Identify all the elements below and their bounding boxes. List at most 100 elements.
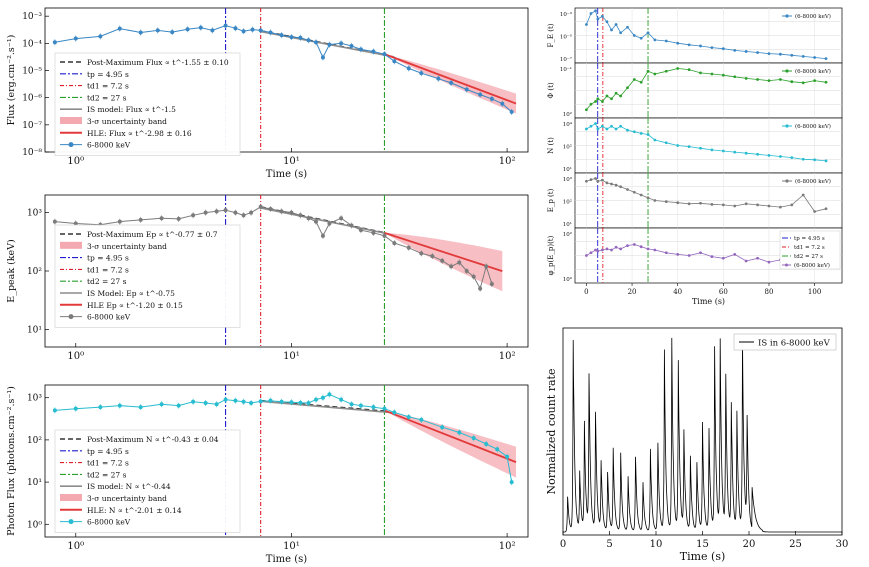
subplot-data-point: [778, 205, 782, 209]
legend-swatch-marker: [68, 519, 74, 525]
subplot-data-point: [614, 127, 618, 131]
x-tick-label: 0: [560, 539, 566, 550]
subplot-data-point: [664, 200, 668, 204]
subplot-data-point: [664, 69, 668, 73]
subplot-data-point: [610, 182, 613, 186]
x-tick-label: 10: [650, 539, 663, 550]
subplot-data-point: [676, 201, 680, 205]
subplot-data-point: [756, 256, 759, 260]
data-point: [449, 264, 454, 269]
subplot-data-point: [801, 193, 805, 197]
subplot-data-point: [733, 75, 737, 79]
subplot-data-point: [626, 128, 629, 132]
y-axis-label: Φ (t): [547, 82, 555, 99]
data-point: [191, 213, 196, 218]
data-point: [258, 204, 263, 209]
subplot-data-point: [699, 201, 702, 205]
subplot-data-point: [801, 81, 805, 85]
data-point: [430, 254, 435, 259]
legend-label: (6-8000 keV): [794, 262, 830, 269]
y-tick-label: 10⁻⁷: [560, 56, 573, 63]
x-tick-label: 0: [584, 288, 588, 296]
subplot-data-point: [600, 178, 604, 182]
legend-label: 3-σ uncertainty band: [87, 117, 167, 126]
subpanel-3: 10³ 10² 10¹ E_p (t) (6-8000 keV): [547, 172, 843, 229]
hle-fit-line: [384, 409, 517, 463]
y-tick-label: 10³: [563, 176, 572, 183]
legend-swatch-marker: [785, 263, 788, 267]
y-tick-label: 10²: [27, 436, 42, 446]
legend-swatch-band: [60, 494, 82, 501]
legend-label: (6-8000 keV): [795, 68, 831, 75]
subplot-data-point: [646, 196, 650, 200]
subplot-data-point: [610, 97, 613, 101]
subplot-data-point: [710, 255, 714, 258]
data-point: [159, 402, 164, 407]
subplot-data-point: [632, 78, 636, 81]
subplot-data-point: [676, 253, 680, 256]
data-point: [223, 397, 228, 402]
legend-label: 6-8000 keV: [87, 313, 131, 322]
subplot-data-point: [626, 86, 629, 90]
data-point: [436, 76, 441, 81]
subplot-data-point: [824, 159, 828, 163]
x-axis-label: Time (s): [692, 297, 725, 306]
subplot-data-point: [653, 72, 657, 76]
subplot-data-point: [594, 177, 597, 180]
legend-label: HLE: Flux ∝ t^-2.98 ± 0.16: [87, 129, 192, 138]
data-point: [314, 397, 319, 402]
subplot-data-point: [699, 44, 702, 48]
subplot-data-point: [600, 14, 604, 18]
y-axis-label: φ_p(E_p)(t): [547, 235, 555, 275]
data-point: [117, 26, 122, 31]
subplot-data-point: [744, 259, 748, 263]
data-point: [298, 400, 303, 405]
data-point: [358, 228, 363, 233]
data-point: [457, 260, 462, 265]
legend-label: HLE: N ∝ t^-2.01 ± 0.14: [87, 506, 182, 515]
data-point: [249, 210, 254, 215]
data-point: [268, 207, 273, 212]
data-point: [138, 405, 143, 410]
data-point: [250, 27, 255, 32]
subplot-data-point: [687, 43, 691, 47]
data-point: [471, 436, 476, 441]
subplot-data-point: [594, 100, 597, 103]
legend-label: td1 = 7.2 s: [87, 82, 129, 91]
data-point: [198, 25, 203, 30]
legend-box: [733, 333, 837, 351]
data-point: [449, 80, 454, 85]
data-point: [339, 397, 344, 402]
subplot-data-point: [614, 245, 618, 249]
subplot-data-point: [610, 248, 613, 252]
subplot-data-point: [699, 146, 702, 150]
data-point: [191, 399, 196, 404]
legend-label: 3-σ uncertainty band: [87, 242, 167, 251]
subplot-data-point: [699, 71, 702, 75]
legend-label: tp = 4.95 s: [87, 447, 129, 456]
data-point: [214, 209, 219, 214]
subplot-data-point: [699, 251, 702, 255]
data-point: [279, 209, 284, 214]
legend-label: td1 = 7.2 s: [87, 459, 129, 468]
subplot-data-point: [594, 122, 597, 125]
data-point: [203, 210, 208, 215]
legend-swatch-marker: [785, 14, 789, 18]
legend-swatch-marker: [68, 142, 74, 148]
data-point: [279, 399, 284, 404]
legend-label: Post-Maximum Flux ∝ t^-1.55 ± 0.10: [87, 58, 229, 67]
data-point: [392, 241, 397, 246]
data-point: [489, 96, 494, 101]
subplot-data-point: [605, 94, 609, 98]
subplot-data-point: [744, 202, 748, 206]
y-axis-label: Photon Flux (photons.cm⁻².s⁻¹): [6, 386, 17, 536]
x-tick-label: 10⁰: [67, 351, 84, 362]
data-point: [52, 408, 57, 413]
data-point: [155, 28, 160, 33]
data-point: [98, 405, 103, 410]
subplot-data-point: [824, 80, 828, 84]
data-point: [419, 71, 424, 76]
subpanel-2: 10⁴ 10² 10¹ N (t) (6-8000 keV): [547, 117, 843, 174]
data-point: [289, 400, 294, 405]
data-point: [349, 402, 354, 407]
